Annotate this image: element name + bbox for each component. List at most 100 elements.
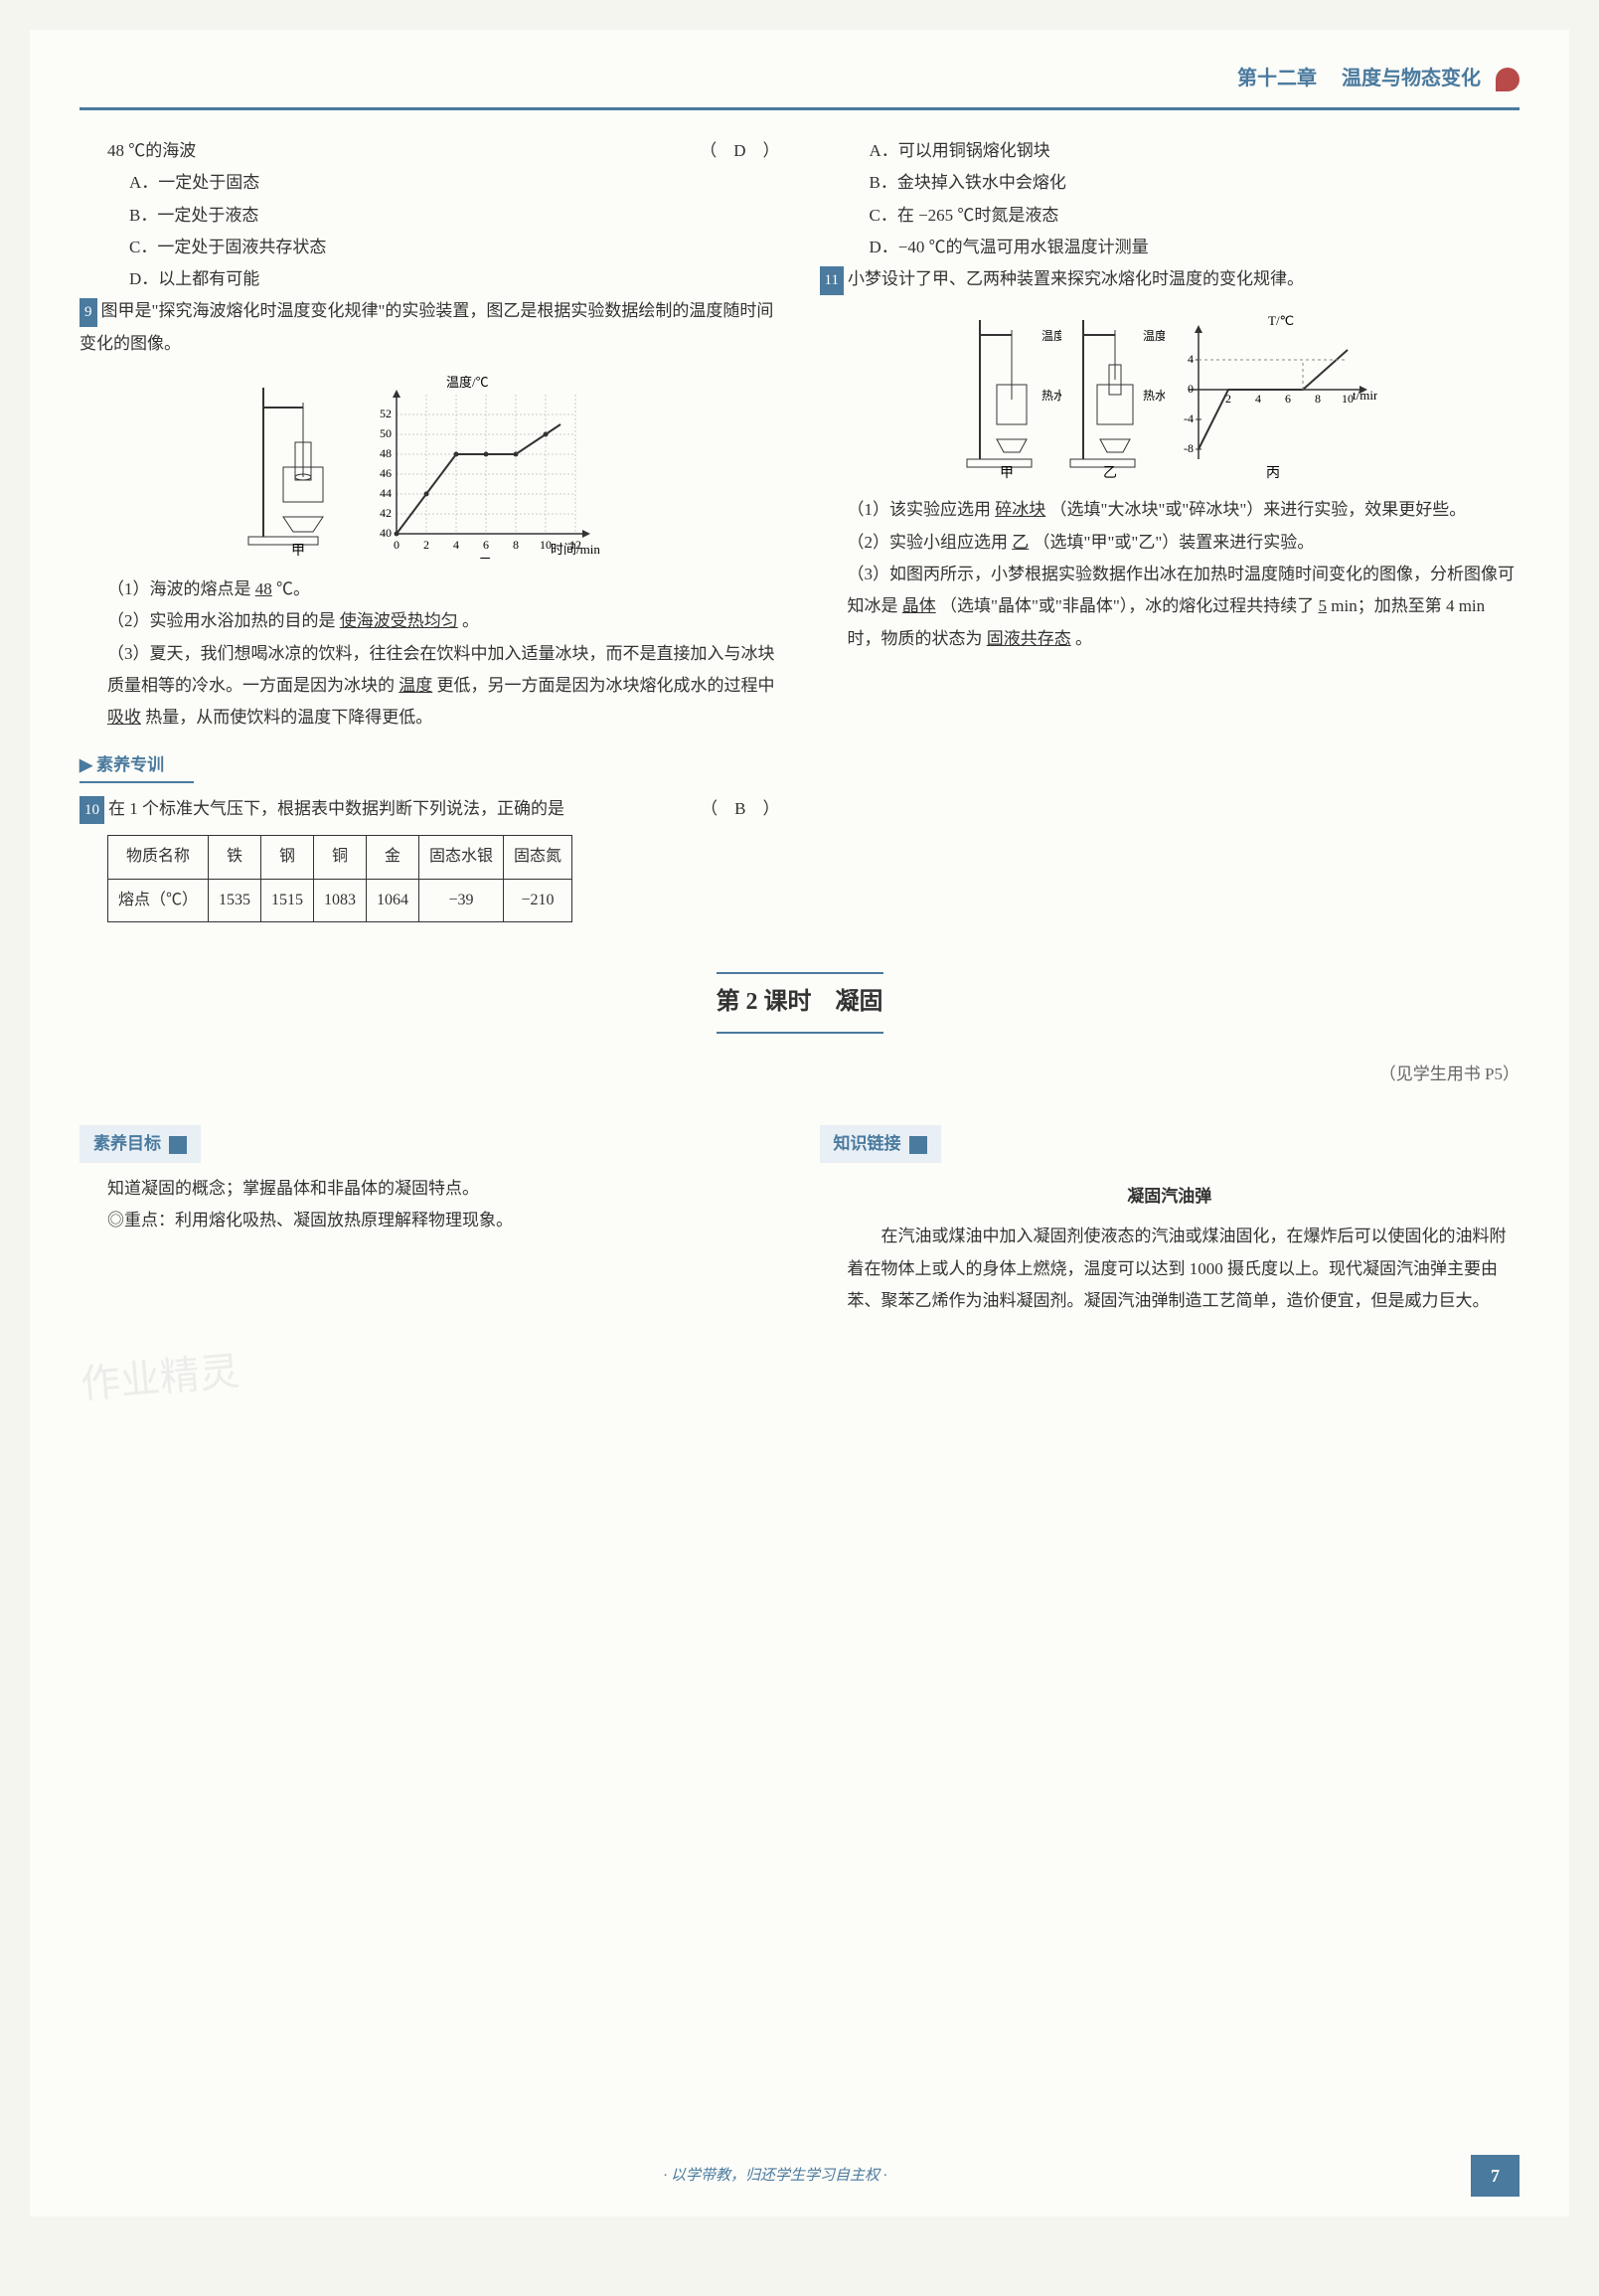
svg-text:4: 4 — [1188, 352, 1194, 366]
q10-option-d: D．−40 ℃的气温可用水银温度计测量 — [870, 232, 1520, 263]
svg-text:4: 4 — [453, 538, 459, 552]
svg-text:52: 52 — [380, 407, 392, 420]
page-container: 第十二章 温度与物态变化 48 ℃的海波 （ D ） A．一定处于固态 B．一定… — [30, 30, 1569, 2216]
svg-text:甲: 甲 — [1000, 466, 1014, 479]
q11-3-answer3: 固液共存态 — [987, 629, 1071, 648]
q10-number: 10 — [80, 796, 104, 825]
chapter-header: 第十二章 温度与物态变化 — [80, 60, 1519, 110]
table-cell: −39 — [419, 879, 504, 921]
q11-number: 11 — [820, 266, 844, 295]
svg-text:42: 42 — [380, 506, 392, 520]
svg-text:热水: 热水 — [1143, 389, 1165, 403]
svg-text:2: 2 — [423, 538, 429, 552]
q10-option-b: B．金块掉入铁水中会熔化 — [870, 167, 1520, 199]
q9-part3: （3）夏天，我们想喝冰凉的饮料，往往会在饮料中加入适量冰块，而不是直接加入与冰块… — [107, 638, 780, 735]
svg-text:-4: -4 — [1184, 411, 1194, 425]
svg-text:热水: 热水 — [1041, 389, 1061, 403]
table-cell: 钢 — [261, 836, 314, 879]
svg-text:46: 46 — [380, 466, 392, 480]
chapter-title: 温度与物态变化 — [1342, 68, 1481, 89]
q10-option-a: A．可以用铜锅熔化钢块 — [870, 135, 1520, 167]
q11-part3: （3）如图丙所示，小梦根据实验数据作出冰在加热时温度随时间变化的图像，分析图像可… — [848, 559, 1520, 655]
q10-option-c: C．在 −265 ℃时氮是液态 — [870, 200, 1520, 232]
q9-3-answer2: 吸收 — [107, 708, 141, 727]
svg-text:8: 8 — [1315, 392, 1321, 406]
knowledge-title: 凝固汽油弹 — [820, 1181, 1520, 1213]
melting-point-table: 物质名称 铁 钢 铜 金 固态水银 固态氮 熔点（℃） 1535 1515 10… — [107, 835, 572, 922]
goal-line2: ◎重点：利用熔化吸热、凝固放热原理解释物理现象。 — [107, 1205, 780, 1236]
svg-text:温度计: 温度计 — [1143, 328, 1165, 343]
section-suyang: 素养专训 — [80, 749, 194, 783]
q11-diagram: 温度计 热水 甲 温度计 热水 乙 — [820, 310, 1520, 479]
apparatus-yi-icon: 温度计 热水 乙 — [1065, 310, 1165, 479]
q11-part2: （2）实验小组应选用 乙 （选填"甲"或"乙"）装置来进行实验。 — [848, 527, 1520, 559]
table-data-row: 熔点（℃） 1535 1515 1083 1064 −39 −210 — [108, 879, 572, 921]
svg-text:温度/℃: 温度/℃ — [446, 375, 489, 390]
q11-1-answer: 碎冰块 — [995, 500, 1045, 519]
bottom-two-column: 素养目标 知道凝固的概念；掌握晶体和非晶体的凝固特点。 ◎重点：利用熔化吸热、凝… — [80, 1110, 1519, 1393]
table-cell: 物质名称 — [108, 836, 209, 879]
svg-text:12: 12 — [569, 538, 581, 552]
table-cell: 1515 — [261, 879, 314, 921]
reference-note: （见学生用书 P5） — [80, 1059, 1519, 1090]
q9-stem: 9图甲是"探究海波熔化时温度变化规律"的实验装置，图乙是根据实验数据绘制的温度随… — [80, 295, 780, 360]
q10-answer: （ B ） — [701, 793, 779, 825]
svg-text:6: 6 — [483, 538, 489, 552]
q9-part2: （2）实验用水浴加热的目的是 使海波受热均匀 。 — [107, 605, 780, 637]
table-cell: 熔点（℃） — [108, 879, 209, 921]
table-header-row: 物质名称 铁 钢 铜 金 固态水银 固态氮 — [108, 836, 572, 879]
svg-text:0: 0 — [394, 538, 400, 552]
two-column-content: 48 ℃的海波 （ D ） A．一定处于固态 B．一定处于液态 C．一定处于固液… — [80, 135, 1519, 932]
q9-3-answer1: 温度 — [399, 676, 432, 695]
q9-2-answer: 使海波受热均匀 — [340, 611, 458, 630]
svg-text:甲: 甲 — [291, 544, 305, 557]
svg-text:8: 8 — [513, 538, 519, 552]
q8-option-d: D．以上都有可能 — [129, 263, 780, 295]
svg-text:48: 48 — [380, 446, 392, 460]
chapter-number: 第十二章 — [1237, 68, 1317, 89]
q8-option-a: A．一定处于固态 — [129, 167, 780, 199]
q8-option-c: C．一定处于固液共存状态 — [129, 232, 780, 263]
q10-stem: 10在 1 个标准大气压下，根据表中数据判断下列说法，正确的是 （ B ） — [80, 793, 780, 825]
goal-line1: 知道凝固的概念；掌握晶体和非晶体的凝固特点。 — [107, 1173, 780, 1205]
q11-stem: 11小梦设计了甲、乙两种装置来探究冰熔化时温度的变化规律。 — [820, 263, 1520, 295]
table-cell: 金 — [367, 836, 419, 879]
q8-answer: （ D ） — [700, 135, 779, 167]
svg-text:乙: 乙 — [1103, 465, 1117, 479]
left-column: 48 ℃的海波 （ D ） A．一定处于固态 B．一定处于液态 C．一定处于固液… — [80, 135, 780, 932]
q9-part1: （1）海波的熔点是 48 ℃。 — [107, 574, 780, 605]
footer-slogan: · 以学带教，归还学生学习自主权 · — [663, 2162, 886, 2191]
table-cell: 1535 — [209, 879, 261, 921]
svg-text:温度计: 温度计 — [1041, 328, 1061, 343]
table-cell: −210 — [504, 879, 572, 921]
q9-1-answer: 48 — [255, 579, 272, 598]
q9-diagram: 甲 温度/℃ 时间/min — [80, 375, 780, 559]
svg-text:40: 40 — [380, 526, 392, 540]
lesson-title: 第 2 课时 凝固 — [717, 972, 883, 1034]
q11-part1: （1）该实验应选用 碎冰块 （选填"大冰块"或"碎冰块"）来进行实验，效果更好些… — [848, 494, 1520, 526]
q11-2-answer: 乙 — [1012, 533, 1029, 552]
bottom-right-column: 知识链接 凝固汽油弹 在汽油或煤油中加入凝固剂使液态的汽油或煤油固化，在爆炸后可… — [820, 1110, 1520, 1393]
svg-text:6: 6 — [1285, 392, 1291, 406]
table-cell: 1064 — [367, 879, 419, 921]
knowledge-body: 在汽油或煤油中加入凝固剂使液态的汽油或煤油固化，在爆炸后可以使固化的油料附着在物… — [848, 1221, 1520, 1317]
right-column: A．可以用铜锅熔化钢块 B．金块掉入铁水中会熔化 C．在 −265 ℃时氮是液态… — [820, 135, 1520, 932]
header-logo-icon — [1496, 68, 1519, 91]
table-cell: 固态水银 — [419, 836, 504, 879]
q8-stem: 48 ℃的海波 （ D ） — [107, 135, 780, 167]
svg-text:丙: 丙 — [1266, 466, 1280, 479]
lesson-title-wrap: 第 2 课时 凝固 — [80, 932, 1519, 1049]
svg-text:4: 4 — [1255, 392, 1261, 406]
ice-melting-chart: T/℃ t/min 4 0 -4 -8 2 4 — [1169, 310, 1377, 479]
q11-3-answer2: 5 — [1319, 596, 1328, 615]
svg-text:50: 50 — [380, 426, 392, 440]
apparatus-jia-icon: 温度计 热水 甲 — [962, 310, 1061, 479]
tag-zhishi-lianjie: 知识链接 — [820, 1125, 941, 1163]
table-cell: 铜 — [314, 836, 367, 879]
table-cell: 1083 — [314, 879, 367, 921]
melting-chart: 温度/℃ 时间/min — [357, 375, 615, 559]
svg-text:-8: -8 — [1184, 441, 1194, 455]
svg-text:乙: 乙 — [479, 557, 493, 559]
svg-text:10: 10 — [540, 538, 552, 552]
svg-text:T/℃: T/℃ — [1268, 313, 1294, 328]
